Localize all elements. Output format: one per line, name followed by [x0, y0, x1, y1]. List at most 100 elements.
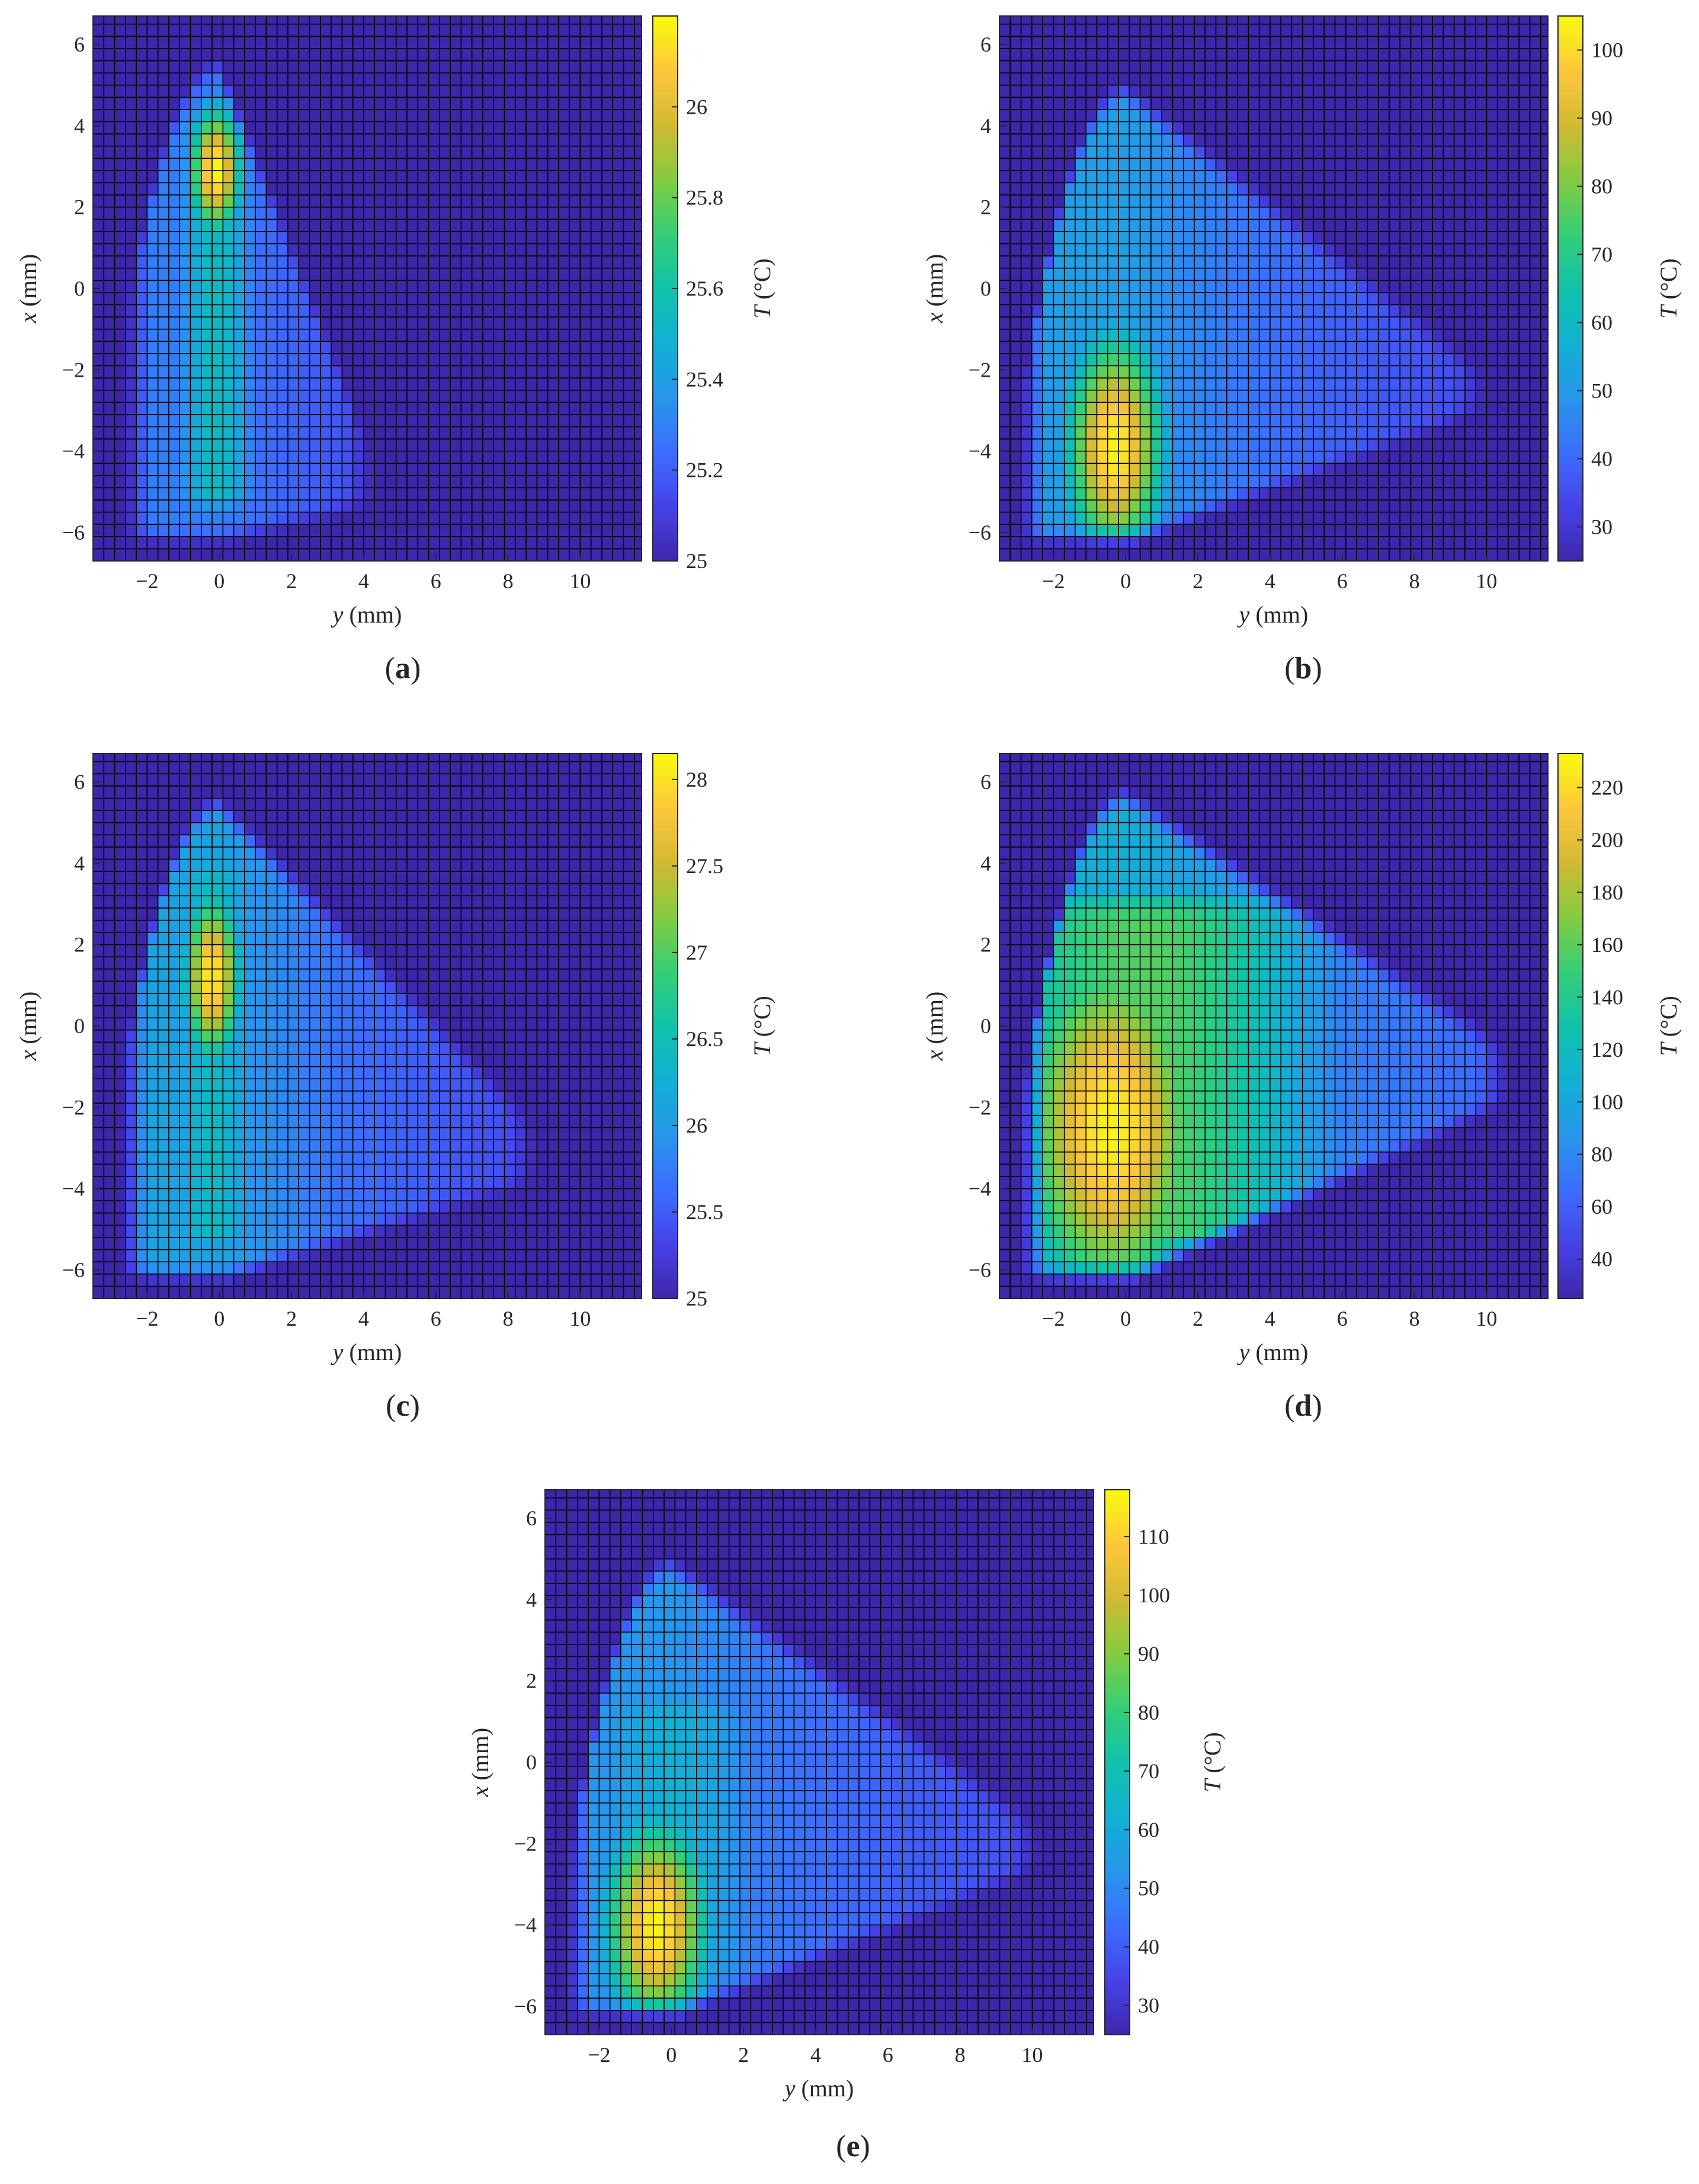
- heatmap-cell: [1043, 439, 1054, 452]
- heatmap-cell: [1411, 36, 1422, 49]
- heatmap-cell: [1281, 280, 1293, 293]
- heatmap-cell: [1075, 317, 1086, 330]
- heatmap-cell: [396, 268, 408, 281]
- heatmap-cell: [1010, 512, 1022, 525]
- heatmap-cell: [1400, 231, 1412, 245]
- heatmap-cell: [1454, 170, 1466, 184]
- heatmap-cell: [461, 48, 473, 62]
- heatmap-cell: [201, 317, 213, 330]
- colorbar-band: [653, 325, 678, 330]
- heatmap-cell: [1270, 121, 1281, 134]
- heatmap-cell: [515, 512, 527, 525]
- heatmap-cell: [396, 73, 408, 86]
- heatmap-cell: [1281, 439, 1293, 452]
- heatmap-cell: [1086, 549, 1098, 561]
- heatmap-cell: [342, 378, 354, 391]
- heatmap-cell: [1216, 549, 1227, 561]
- heatmap-cell: [1021, 280, 1033, 293]
- heatmap-cell: [634, 500, 642, 513]
- heatmap-cell: [1324, 134, 1336, 147]
- heatmap-cell: [1389, 256, 1400, 269]
- heatmap-cell: [125, 488, 137, 501]
- heatmap-cell: [1454, 524, 1466, 537]
- heatmap-cell: [439, 536, 451, 550]
- heatmap-cell: [1194, 207, 1206, 220]
- heatmap-cell: [363, 475, 375, 489]
- heatmap-cell: [407, 451, 418, 464]
- heatmap-cell: [537, 182, 549, 195]
- heatmap-cell: [104, 475, 116, 489]
- heatmap-cell: [623, 500, 635, 513]
- heatmap-cell: [1216, 182, 1227, 195]
- heatmap-cell: [634, 439, 642, 452]
- heatmap-cell: [342, 304, 354, 318]
- heatmap-cell: [547, 36, 559, 49]
- heatmap-cell: [363, 463, 375, 476]
- heatmap-cell: [1508, 365, 1520, 379]
- heatmap-cell: [201, 365, 213, 379]
- heatmap-cell: [1021, 231, 1033, 245]
- heatmap-cell: [1270, 475, 1281, 489]
- heatmap-cell: [1519, 304, 1531, 318]
- heatmap-cell: [1281, 292, 1293, 306]
- heatmap-cell: [374, 207, 386, 220]
- heatmap-cell: [493, 121, 505, 134]
- heatmap-cell: [1075, 268, 1086, 281]
- heatmap-cell: [114, 268, 126, 281]
- heatmap-cell: [212, 268, 223, 281]
- heatmap-cell: [1010, 231, 1022, 245]
- heatmap-cell: [158, 317, 169, 330]
- heatmap-cell: [352, 524, 364, 537]
- colorbar-band: [653, 543, 678, 548]
- heatmap-cell: [1345, 500, 1357, 513]
- heatmap-cell: [1389, 402, 1400, 415]
- heatmap-cell: [1519, 549, 1531, 561]
- heatmap-cell: [1508, 24, 1520, 37]
- heatmap-cell: [190, 402, 202, 415]
- heatmap-cell: [1378, 207, 1390, 220]
- heatmap-cell: [1226, 378, 1238, 391]
- heatmap-cell: [147, 426, 159, 440]
- heatmap-cell: [158, 36, 169, 49]
- heatmap-cell: [1302, 414, 1314, 428]
- heatmap-cell: [1497, 36, 1509, 49]
- heatmap-cell: [1345, 170, 1357, 184]
- heatmap-cell: [1345, 268, 1357, 281]
- heatmap-cell: [1400, 524, 1412, 537]
- heatmap-cell: [1021, 16, 1033, 25]
- heatmap-cell: [591, 134, 602, 147]
- heatmap-cell: [1107, 426, 1119, 440]
- heatmap-cell: [1140, 500, 1152, 513]
- heatmap-cell: [1519, 365, 1531, 379]
- heatmap-cell: [999, 195, 1011, 208]
- heatmap-cell: [1118, 207, 1130, 220]
- heatmap-cell: [1345, 256, 1357, 269]
- heatmap-cell: [1400, 24, 1412, 37]
- heatmap-cell: [1335, 475, 1347, 489]
- heatmap-cell: [1540, 280, 1548, 293]
- heatmap-cell: [136, 475, 148, 489]
- heatmap-cell: [569, 451, 581, 464]
- heatmap-cell: [168, 488, 180, 501]
- heatmap-cell: [1540, 378, 1548, 391]
- heatmap-cell: [1226, 97, 1238, 110]
- heatmap-cell: [1216, 426, 1227, 440]
- heatmap-cell: [331, 488, 342, 501]
- heatmap-cell: [1400, 158, 1412, 171]
- heatmap-cell: [266, 426, 278, 440]
- heatmap-cell: [1226, 402, 1238, 415]
- heatmap-cell: [1530, 48, 1541, 62]
- heatmap-cell: [1194, 292, 1206, 306]
- heatmap-cell: [158, 390, 169, 403]
- heatmap-cell: [1291, 292, 1303, 306]
- heatmap-cell: [1367, 73, 1379, 86]
- heatmap-cell: [1443, 207, 1455, 220]
- heatmap-cell: [233, 97, 245, 110]
- heatmap-cell: [450, 439, 461, 452]
- heatmap-cell: [287, 317, 299, 330]
- heatmap-cell: [233, 243, 245, 256]
- heatmap-cell: [407, 121, 418, 134]
- heatmap-cell: [331, 341, 342, 354]
- heatmap-cell: [1086, 426, 1098, 440]
- heatmap-cell: [125, 500, 137, 513]
